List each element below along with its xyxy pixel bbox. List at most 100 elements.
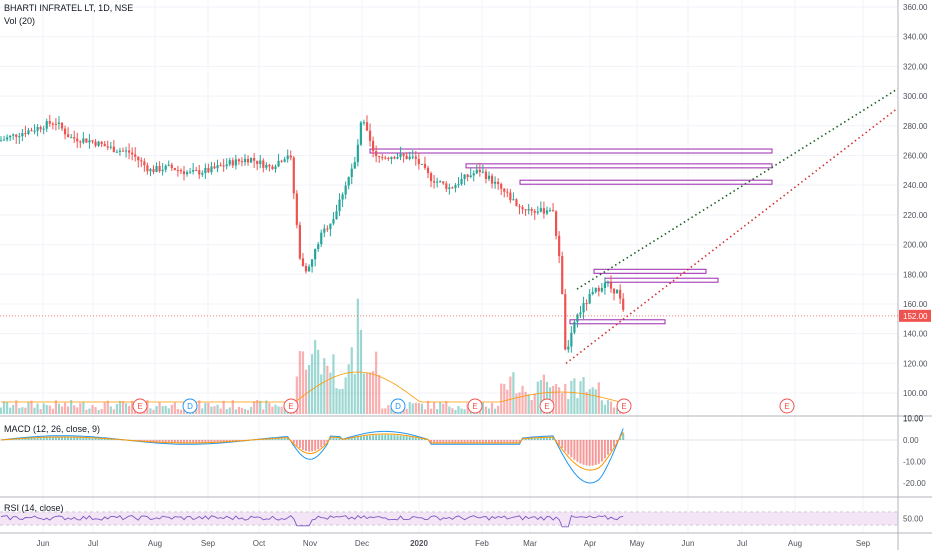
macd-histogram-bar	[79, 437, 82, 440]
candle-body	[176, 169, 179, 171]
macd-histogram-bar	[545, 437, 548, 440]
candle-body	[399, 153, 402, 158]
symbol-legend[interactable]: BHARTI INFRATEL LT, 1D, NSE	[4, 3, 134, 13]
event-marker[interactable]: D	[182, 398, 198, 414]
candle-body	[164, 165, 167, 170]
volume-bar	[228, 407, 231, 414]
time-tick-label: Aug	[788, 539, 802, 548]
macd-histogram-bar	[109, 439, 112, 440]
candle-body	[442, 181, 445, 184]
macd-histogram-bar	[152, 440, 155, 442]
macd-histogram-bar	[186, 440, 189, 443]
current-price-tag	[899, 309, 931, 322]
candle-body	[146, 165, 149, 172]
volume-bar	[350, 347, 353, 414]
macd-histogram-bar	[201, 440, 204, 443]
event-marker[interactable]: E	[283, 398, 299, 414]
volume-bar	[344, 377, 347, 414]
volume-bar	[70, 400, 73, 414]
macd-histogram-bar	[176, 440, 179, 443]
volume-bar	[259, 400, 262, 414]
volume-bar	[384, 408, 387, 414]
candle-body	[555, 211, 558, 236]
macd-histogram-bar	[198, 440, 201, 443]
price-tick-label: 180.00	[903, 270, 928, 279]
volume-bar	[612, 407, 616, 414]
macd-histogram-bar	[164, 440, 167, 443]
candle-body	[18, 136, 21, 138]
macd-histogram-bar	[320, 440, 323, 448]
rsi-legend[interactable]: RSI (14, close)	[4, 503, 64, 513]
candle-body	[192, 170, 195, 172]
event-marker[interactable]: E	[539, 398, 555, 414]
event-marker[interactable]: E	[779, 398, 795, 414]
time-tick-label: Mar	[523, 539, 537, 548]
macd-histogram-bar	[606, 440, 609, 455]
macd-histogram-bar	[228, 440, 231, 442]
volume-bar	[372, 371, 375, 414]
candle-body	[33, 130, 36, 132]
volume-bar	[219, 408, 222, 414]
macd-histogram-bar	[497, 440, 500, 443]
volume-bar	[85, 409, 88, 414]
candle-body	[195, 170, 198, 172]
volume-bar	[487, 408, 491, 414]
event-marker-label: D	[187, 402, 193, 411]
candle-body	[368, 130, 372, 141]
macd-histogram-bar	[353, 437, 356, 440]
macd-histogram-bar	[399, 435, 402, 440]
price-tick-label: 220.00	[903, 211, 928, 220]
event-marker[interactable]: E	[467, 398, 483, 414]
macd-histogram-bar	[451, 440, 454, 443]
candle-body	[280, 160, 283, 162]
candle-body	[506, 191, 509, 193]
volume-bar	[564, 383, 567, 414]
macd-histogram-bar	[600, 440, 603, 462]
candle-body	[228, 160, 231, 165]
candle-body	[326, 228, 329, 230]
trend-lines[interactable]	[565, 87, 899, 365]
macd-histogram-bar	[329, 437, 332, 440]
macd-histogram-bar	[396, 435, 399, 440]
candle-body	[616, 289, 619, 294]
macd-histogram-bar	[137, 440, 140, 441]
event-marker[interactable]: D	[390, 398, 406, 414]
candle-body	[466, 174, 469, 178]
volume-bar	[54, 400, 57, 414]
volume-bar	[124, 403, 128, 414]
candlesticks	[0, 114, 625, 353]
candle-body	[484, 171, 488, 180]
candle-body	[561, 256, 564, 295]
candle-body	[286, 155, 289, 160]
macd-histogram-bar	[12, 439, 15, 440]
candle-body	[189, 171, 192, 173]
volume-legend[interactable]: Vol (20)	[4, 16, 36, 26]
candle-body	[487, 175, 491, 180]
volume-bar	[256, 400, 259, 414]
macd-histogram-bar	[585, 440, 588, 466]
candle-body	[45, 121, 48, 129]
macd-histogram-bar	[167, 440, 170, 443]
macd-histogram-bar	[588, 440, 591, 466]
event-marker[interactable]: E	[132, 398, 148, 414]
macd-histogram-bar	[362, 436, 365, 440]
candle-body	[542, 208, 545, 214]
macd-histogram-bar	[33, 438, 36, 440]
macd-histogram-bar	[237, 440, 240, 441]
candle-body	[219, 165, 222, 167]
candle-body	[323, 228, 326, 233]
macd-histogram-bar	[54, 437, 57, 440]
macd-histogram-bar	[64, 437, 67, 440]
volume-bar	[442, 403, 445, 414]
candle-body	[30, 130, 33, 132]
dotted-trend-line	[565, 107, 899, 365]
resistance-zones[interactable]	[369, 148, 773, 325]
candle-body	[240, 161, 244, 163]
macd-histogram-bar	[387, 434, 390, 440]
macd-legend[interactable]: MACD (12, 26, close, 9)	[4, 424, 101, 434]
event-marker[interactable]: E	[616, 398, 632, 414]
volume-bar	[603, 404, 606, 414]
candle-body	[420, 163, 423, 165]
